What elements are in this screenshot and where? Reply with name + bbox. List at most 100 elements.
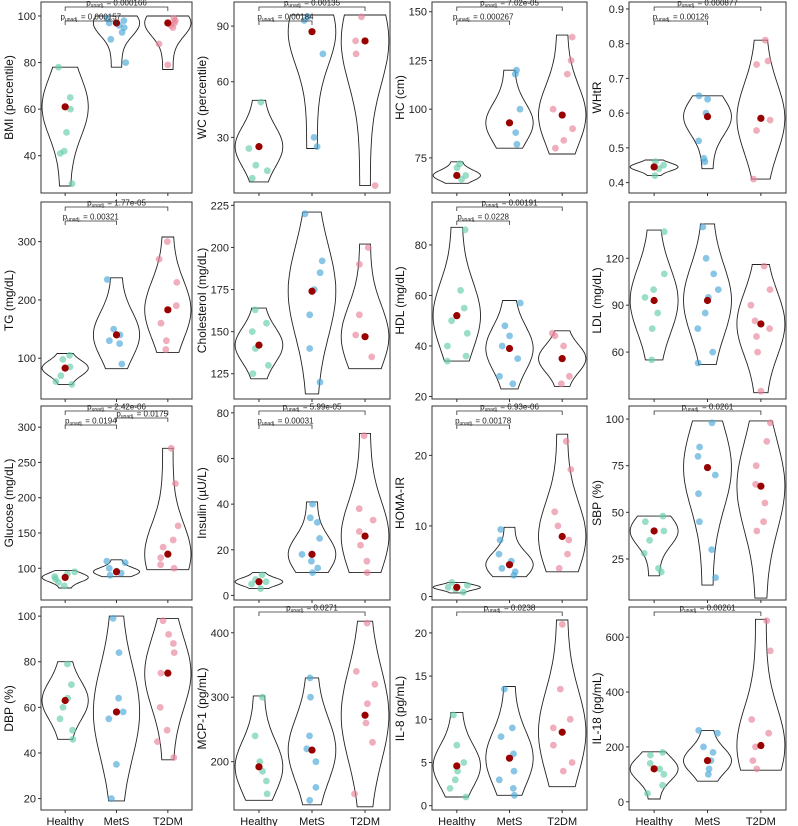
data-point-mets xyxy=(118,28,126,36)
data-point-mets xyxy=(712,574,719,581)
data-point-mets xyxy=(695,137,703,145)
data-point-t2dm xyxy=(351,790,358,798)
x-category-label: T2DM xyxy=(547,816,577,826)
data-point-mets xyxy=(306,311,314,319)
data-point-mets xyxy=(306,732,313,740)
y-tick-label: 200 xyxy=(18,295,36,307)
violin-healthy xyxy=(234,307,284,380)
data-point-t2dm xyxy=(167,444,175,452)
data-point-healthy xyxy=(660,228,668,236)
data-point-t2dm xyxy=(567,466,575,473)
p-value-label: punadj. = 0.00261 xyxy=(679,604,736,615)
y-tick-label: 10 xyxy=(415,521,427,533)
data-point-healthy xyxy=(52,378,60,385)
data-point-mets xyxy=(516,105,524,113)
data-point-healthy xyxy=(460,759,468,766)
data-point-mets xyxy=(106,571,114,579)
data-point-healthy xyxy=(63,129,70,136)
data-point-healthy xyxy=(249,370,257,378)
y-tick-label: 175 xyxy=(211,285,229,297)
y-axis-label: IL-18 (pg/mL) xyxy=(590,672,604,744)
data-point-t2dm xyxy=(766,116,774,124)
data-point-mets xyxy=(511,791,518,799)
median-point-t2dm xyxy=(164,19,172,27)
data-point-t2dm xyxy=(162,346,170,353)
median-point-t2dm xyxy=(361,333,369,341)
data-point-t2dm xyxy=(369,516,377,524)
y-tick-label: 300 xyxy=(18,237,36,249)
violin-t2dm xyxy=(538,619,587,788)
data-point-mets xyxy=(319,50,327,58)
median-point-healthy xyxy=(255,341,263,349)
p-value-label: punadj. = 0.0261 xyxy=(682,403,734,414)
data-point-healthy xyxy=(640,550,648,557)
violin-t2dm xyxy=(144,617,192,761)
violin-healthy xyxy=(234,99,284,183)
data-point-t2dm xyxy=(157,561,165,569)
data-point-t2dm xyxy=(352,37,359,45)
data-point-healthy xyxy=(450,711,457,719)
data-point-t2dm xyxy=(763,617,771,625)
median-point-healthy xyxy=(650,765,658,773)
data-point-mets xyxy=(103,557,111,565)
significance-bracket: punadj. = 0.0194 xyxy=(64,417,117,429)
data-point-t2dm xyxy=(760,262,768,270)
data-point-mets xyxy=(105,715,113,723)
bracket-line xyxy=(653,6,762,11)
y-tick-label: 200 xyxy=(18,493,36,505)
data-point-t2dm xyxy=(750,175,757,183)
median-point-t2dm xyxy=(361,37,369,45)
median-point-mets xyxy=(308,746,316,754)
data-point-mets xyxy=(701,158,709,166)
p-value-label: punadj. = 0.00184 xyxy=(257,13,314,24)
violin-healthy xyxy=(41,661,89,740)
data-point-t2dm xyxy=(766,286,774,293)
data-point-healthy xyxy=(68,681,75,688)
data-point-mets xyxy=(122,59,130,66)
data-point-healthy xyxy=(69,726,76,734)
data-point-t2dm xyxy=(170,754,178,761)
p-value-label: punadj. = 0.0271 xyxy=(286,604,338,615)
median-point-healthy xyxy=(255,143,263,151)
p-value-label: punadj. = 0.0238 xyxy=(484,604,536,615)
violin-healthy xyxy=(629,515,679,577)
data-point-mets xyxy=(516,299,524,307)
data-point-mets xyxy=(308,557,315,565)
data-point-healthy xyxy=(71,568,79,576)
data-point-t2dm xyxy=(363,619,371,627)
data-point-t2dm xyxy=(362,719,370,727)
data-point-t2dm xyxy=(560,342,567,350)
panel-7: 20 40 60 80 HDL (mg/dL) punadj. = 0.00191 puna… xyxy=(393,199,588,403)
data-point-healthy xyxy=(245,145,253,152)
median-point-mets xyxy=(308,287,316,295)
data-point-t2dm xyxy=(371,680,379,688)
data-point-healthy xyxy=(252,161,260,169)
y-tick-label: 0 xyxy=(421,801,427,813)
significance-bracket: punadj. = 0.0228 xyxy=(456,213,510,225)
data-point-t2dm xyxy=(357,541,364,549)
data-point-mets xyxy=(710,270,718,278)
data-point-healthy xyxy=(66,94,74,101)
data-point-t2dm xyxy=(761,499,769,507)
data-point-healthy xyxy=(647,751,654,759)
data-point-healthy xyxy=(59,704,67,711)
x-category-label: Healthy xyxy=(47,816,85,826)
data-point-mets xyxy=(501,322,509,330)
y-tick-label: 300 xyxy=(18,422,36,434)
data-point-healthy xyxy=(644,790,651,797)
y-tick-label: 0.4 xyxy=(609,178,624,190)
data-point-healthy xyxy=(55,63,62,71)
significance-bracket: punadj. = 7.02e-05 xyxy=(456,0,563,11)
significance-bracket: punadj. = 0.00031 xyxy=(257,417,314,429)
y-tick-label: 600 xyxy=(606,632,624,644)
data-point-mets xyxy=(495,550,503,558)
violin-mets xyxy=(92,559,141,578)
data-point-mets xyxy=(701,309,709,317)
y-tick-label: 100 xyxy=(18,11,36,23)
data-point-mets xyxy=(709,348,717,356)
data-point-mets xyxy=(704,95,711,103)
significance-bracket: punadj. = 0.0261 xyxy=(653,403,762,415)
violin-mets xyxy=(683,420,732,586)
y-tick-label: 60 xyxy=(612,347,624,359)
data-point-mets xyxy=(696,518,703,526)
